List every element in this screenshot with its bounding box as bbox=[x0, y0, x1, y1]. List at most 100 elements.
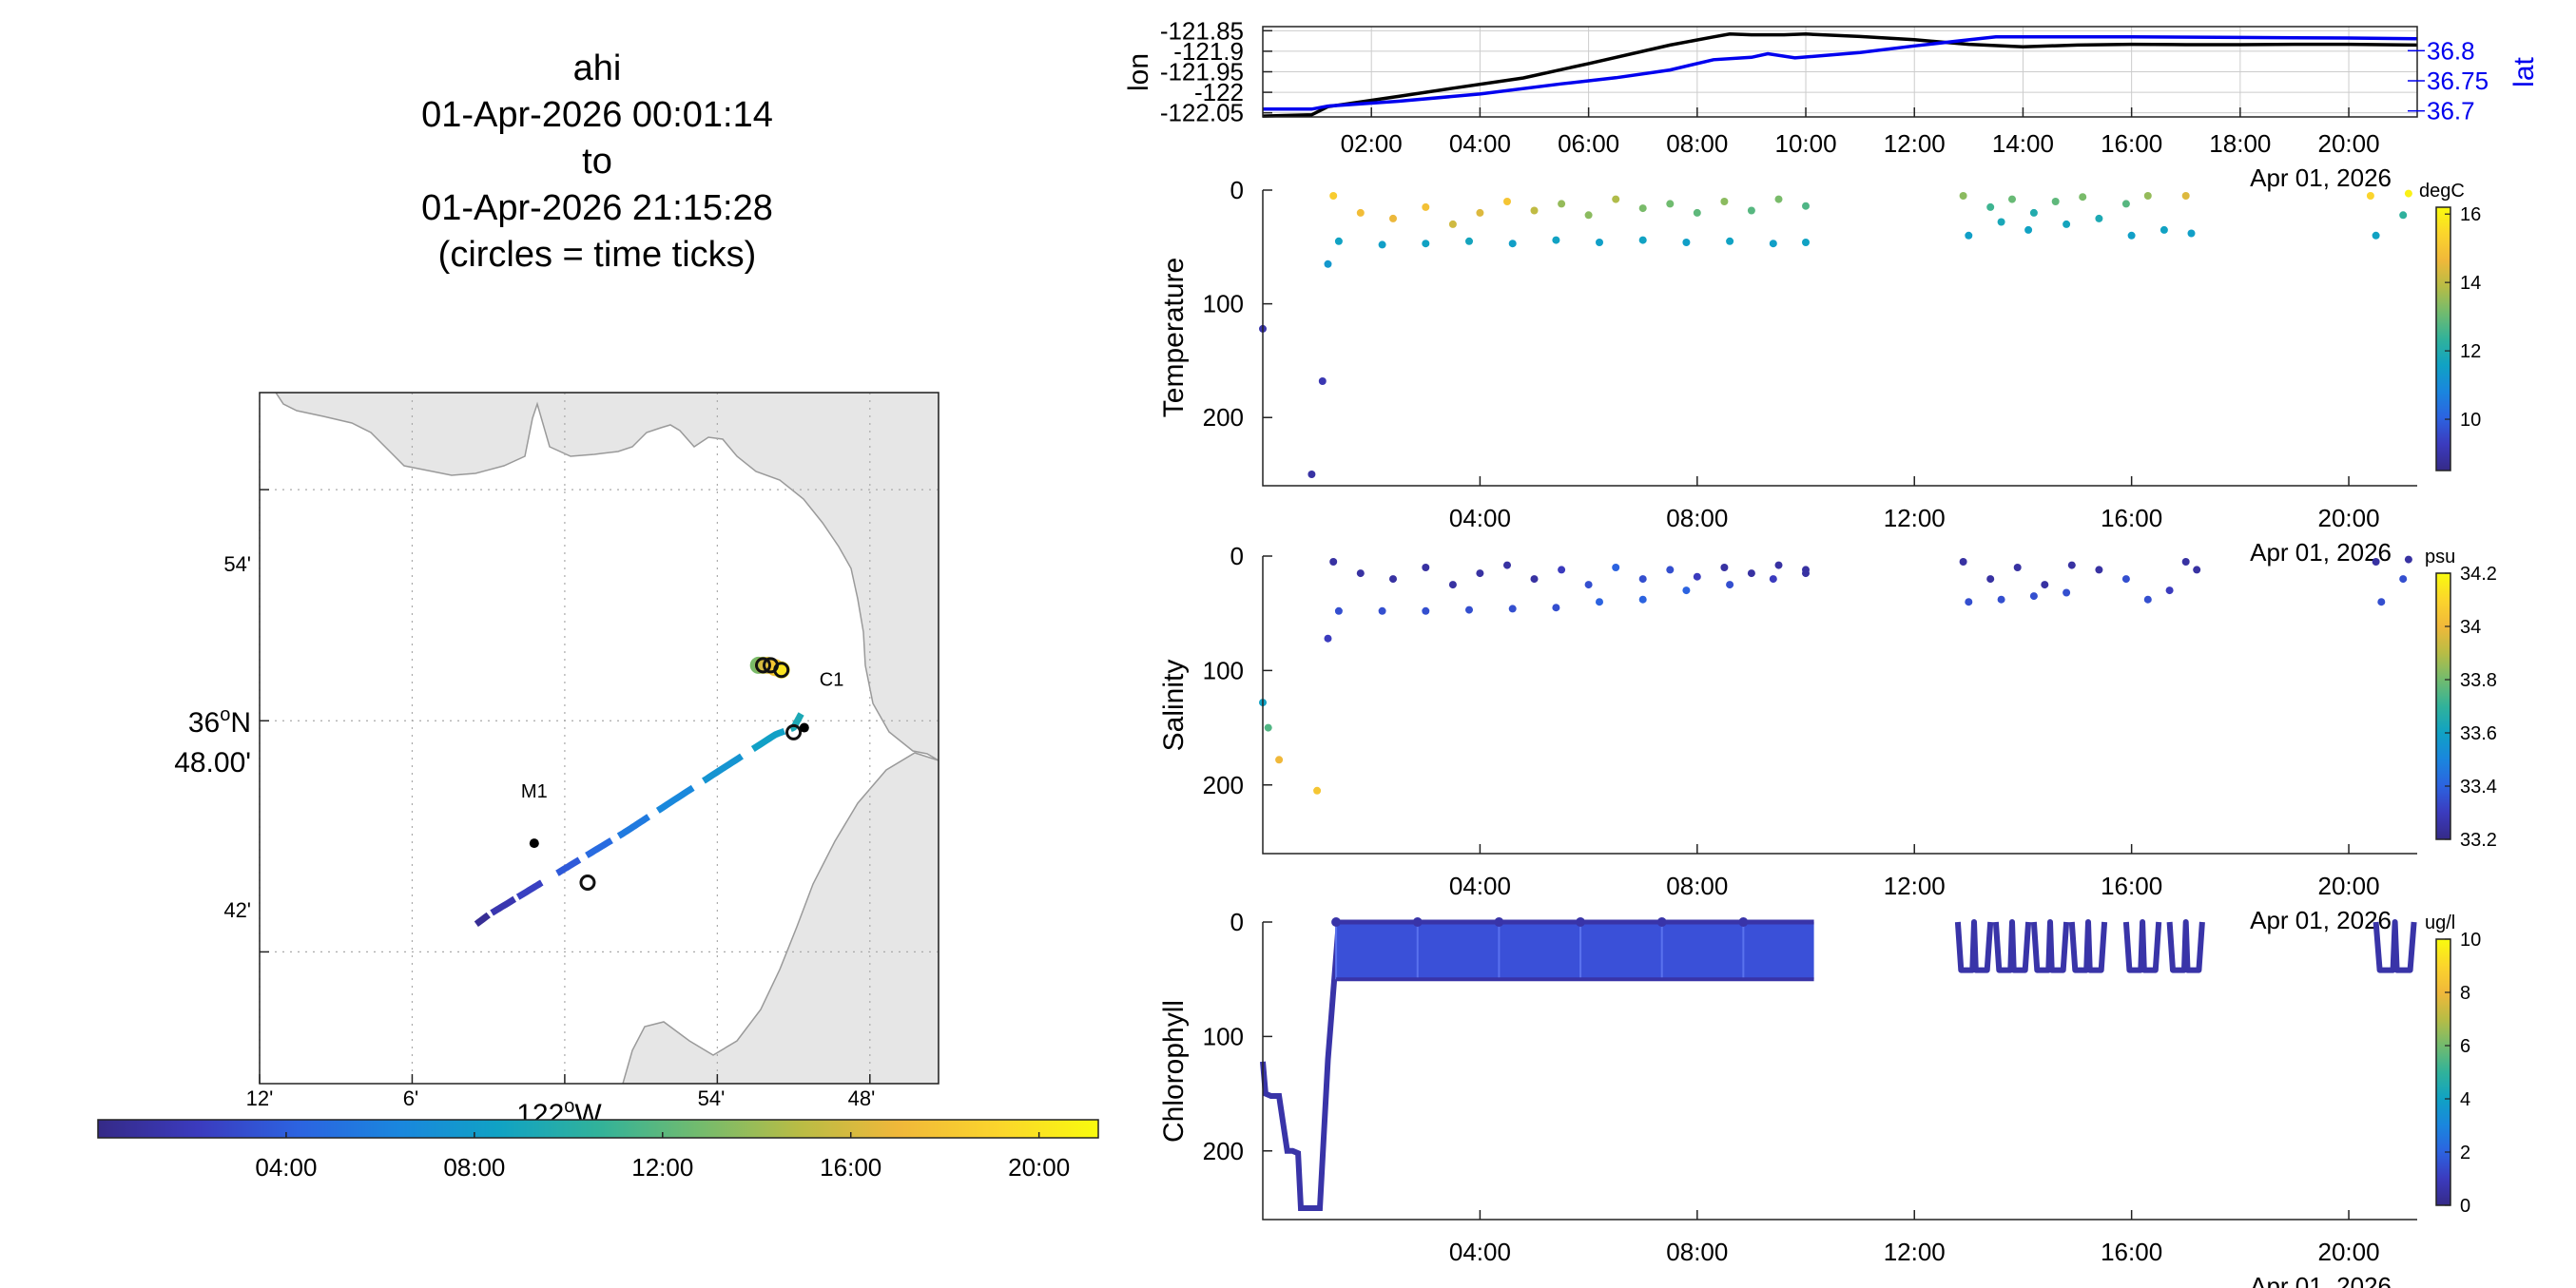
scatter-point bbox=[2051, 198, 2060, 205]
x-tick-label: 08:00 bbox=[1666, 504, 1728, 532]
y-tick-label: -121.85 bbox=[1160, 16, 1244, 45]
scatter-point bbox=[1422, 202, 1430, 211]
scatter-point bbox=[1959, 558, 1967, 566]
scatter-point bbox=[1638, 236, 1647, 244]
scatter-point bbox=[1959, 192, 1967, 200]
scatter-point bbox=[2404, 189, 2412, 198]
x-tick-label: 16:00 bbox=[2101, 872, 2162, 900]
colorbar-tick-label: 8 bbox=[2460, 983, 2470, 1004]
time-colorbar-gradient bbox=[97, 1119, 1099, 1139]
scatter-point bbox=[1693, 208, 1701, 217]
scatter-point bbox=[1774, 195, 1783, 203]
colorbar-tick-label: 0 bbox=[2460, 1196, 2470, 1217]
scatter-point bbox=[1324, 260, 1332, 268]
scatter-point bbox=[1378, 606, 1386, 615]
scatter-point bbox=[1584, 211, 1593, 220]
track-segment bbox=[616, 814, 650, 839]
x-tick-label: 16:00 bbox=[2101, 129, 2162, 158]
scatter-point bbox=[1422, 606, 1430, 615]
scatter-point bbox=[1666, 200, 1675, 208]
chlorophyll-yticks: 0 100 200 bbox=[1203, 908, 1272, 1165]
lonlat-yticks: -121.85-121.9-121.95-122-122.05 bbox=[1160, 16, 1272, 127]
mooring-marker bbox=[799, 722, 809, 733]
x-tick-label: 12:00 bbox=[1884, 504, 1946, 532]
track-segment bbox=[585, 837, 613, 858]
scatter-point bbox=[2181, 558, 2190, 566]
x-tick-label: 04:00 bbox=[1449, 504, 1511, 532]
temperature-ylabel: Temperature bbox=[1158, 258, 1190, 417]
scatter-point bbox=[1503, 561, 1511, 569]
scatter-point bbox=[2063, 588, 2071, 597]
title-vehicle: ahi bbox=[573, 48, 622, 88]
time-colorbar-ticks: 04:00 08:00 12:00 16:00 20:00 bbox=[255, 1132, 1070, 1182]
map-lat-label-54: 54' bbox=[223, 552, 251, 576]
land-mass bbox=[260, 393, 939, 761]
y-tick-label: 100 bbox=[1203, 1022, 1244, 1050]
scatter-point bbox=[1638, 595, 1647, 604]
scatter-point bbox=[1334, 237, 1343, 245]
scatter-point bbox=[1275, 756, 1284, 764]
scatter-point bbox=[2193, 566, 2201, 574]
scatter-point bbox=[1329, 192, 1338, 200]
x-tick-label: 12:00 bbox=[1884, 872, 1946, 900]
track-segment bbox=[490, 895, 517, 916]
lonlat-xlabel-date: Apr 01, 2026 bbox=[2250, 163, 2392, 192]
scatter-point bbox=[1422, 240, 1430, 248]
scatter-point bbox=[2399, 211, 2408, 220]
scatter-point bbox=[2095, 566, 2103, 574]
colorbar-tick-label: 6 bbox=[2460, 1036, 2470, 1057]
scatter-point bbox=[1802, 239, 1810, 246]
scatter-point bbox=[2143, 595, 2152, 604]
scatter-point bbox=[1307, 471, 1316, 478]
scatter-point bbox=[1264, 723, 1272, 732]
y2-tick-label: 36.7 bbox=[2427, 97, 2475, 125]
x-tick-label: 20:00 bbox=[2318, 504, 2380, 532]
scatter-point bbox=[1747, 569, 1755, 578]
scatter-point bbox=[1638, 204, 1647, 213]
salinity-xticks: 04:00 08:00 12:00 16:00 20:00 bbox=[1449, 844, 2380, 900]
salinity-colorbar bbox=[2435, 572, 2451, 840]
x-tick-label: 12:00 bbox=[1884, 129, 1946, 158]
scatter-point bbox=[1508, 605, 1517, 613]
temperature-colorbar-units: degC bbox=[2419, 181, 2465, 202]
x-tick-label: 04:00 bbox=[1449, 1238, 1511, 1266]
scatter-point bbox=[1530, 206, 1539, 215]
scatter-point bbox=[1552, 604, 1560, 612]
chlorophyll-axes bbox=[1262, 922, 2417, 1221]
scatter-point bbox=[1476, 208, 1484, 217]
salinity-ylabel: Salinity bbox=[1158, 660, 1190, 752]
scatter-point bbox=[1612, 195, 1620, 203]
y-tick-label: 100 bbox=[1203, 290, 1244, 318]
scatter-point bbox=[1389, 575, 1397, 584]
track-segment bbox=[474, 912, 491, 928]
chlorophyll-profile-path bbox=[1260, 921, 1342, 1211]
mooring-marker bbox=[529, 838, 539, 849]
y-tick-label: -121.9 bbox=[1173, 37, 1244, 66]
colorbar-tick-label: 10 bbox=[2460, 410, 2481, 431]
scatter-point bbox=[1986, 575, 1995, 584]
mooring-label: C1 bbox=[820, 670, 844, 691]
scatter-point bbox=[2404, 555, 2412, 564]
scatter-point bbox=[2127, 231, 2136, 240]
y-tick-label: 0 bbox=[1230, 176, 1244, 204]
chlorophyll-yo-segment bbox=[2166, 919, 2205, 973]
colorbar-tick-label: 33.4 bbox=[2460, 777, 2497, 798]
scatter-point bbox=[1726, 581, 1734, 589]
chlorophyll-data bbox=[1260, 917, 2417, 1211]
colorbar-tick-label: 14 bbox=[2460, 273, 2481, 294]
y-tick-label: 200 bbox=[1203, 771, 1244, 799]
title-start: 01-Apr-2026 00:01:14 bbox=[421, 95, 773, 135]
scatter-point bbox=[1720, 198, 1729, 205]
map-lon-label-12: 12' bbox=[246, 1086, 274, 1110]
title-block: ahi 01-Apr-2026 00:01:14 to 01-Apr-2026 … bbox=[421, 48, 773, 275]
time-colorbar-tick-label: 08:00 bbox=[443, 1153, 505, 1182]
scatter-point bbox=[2079, 193, 2087, 202]
time-colorbar-tick-label: 16:00 bbox=[820, 1153, 881, 1182]
colorbar-tick-label: 2 bbox=[2460, 1143, 2470, 1163]
salinity-colorbar-units: psu bbox=[2425, 547, 2455, 567]
salinity-colorbar-ticks: 33.2 33.4 33.6 33.8 34 34.2 bbox=[2445, 564, 2497, 851]
x-tick-label: 20:00 bbox=[2318, 129, 2380, 158]
salinity-xlabel-date: Apr 01, 2026 bbox=[2250, 906, 2392, 934]
scatter-point bbox=[2121, 575, 2130, 584]
